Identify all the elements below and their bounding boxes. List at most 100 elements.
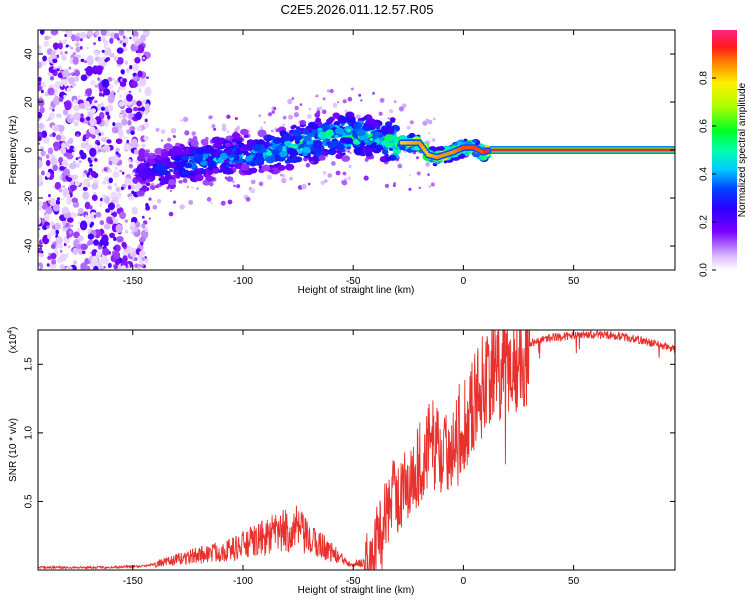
heatmap-cell bbox=[104, 196, 110, 204]
heatmap-cell bbox=[457, 141, 463, 146]
heatmap-cell bbox=[50, 252, 57, 260]
heatmap-cell bbox=[103, 167, 108, 172]
heatmap-cell bbox=[61, 160, 69, 168]
heatmap-cell bbox=[182, 178, 188, 184]
heatmap-cell bbox=[68, 45, 72, 48]
heatmap-cell bbox=[67, 217, 74, 223]
heatmap-cell bbox=[59, 249, 63, 253]
heatmap-cell bbox=[428, 119, 433, 125]
heatmap-cell bbox=[126, 245, 132, 252]
heatmap-cell bbox=[103, 258, 110, 265]
colorbar-ticks: 0.0 0.2 0.4 0.6 0.8 bbox=[699, 71, 716, 277]
heatmap-cell bbox=[116, 203, 121, 209]
heatmap-cell bbox=[142, 215, 145, 219]
heatmap-cell bbox=[175, 174, 181, 179]
heatmap-cell bbox=[57, 42, 63, 50]
heatmap-cell bbox=[168, 211, 174, 217]
heatmap-cell bbox=[49, 133, 53, 138]
heatmap-cell bbox=[190, 140, 199, 147]
heatmap-cell bbox=[182, 156, 188, 161]
heatmap-cell bbox=[384, 126, 395, 134]
heatmap-cell bbox=[109, 232, 116, 239]
heatmap-cell bbox=[59, 130, 64, 136]
heatmap-cell bbox=[235, 163, 242, 169]
heatmap-cell bbox=[155, 127, 160, 132]
heatmap-cell bbox=[125, 179, 133, 187]
heatmap-cell bbox=[83, 100, 90, 108]
heatmap-cell bbox=[327, 148, 337, 156]
heatmap-cell bbox=[108, 160, 113, 166]
heatmap-cell bbox=[72, 247, 79, 256]
heatmap-cell bbox=[213, 127, 217, 131]
heatmap-cell bbox=[90, 259, 96, 267]
heatmap-cell bbox=[105, 111, 110, 116]
heatmap-cell bbox=[115, 186, 120, 193]
heatmap-cell bbox=[51, 260, 57, 265]
heatmap-cell bbox=[100, 36, 106, 42]
heatmap-cell bbox=[234, 116, 238, 121]
heatmap-cell bbox=[119, 169, 123, 173]
heatmap-cell bbox=[292, 129, 302, 137]
heatmap-cell bbox=[75, 157, 79, 161]
heatmap-cell bbox=[75, 42, 80, 47]
heatmap-cell bbox=[149, 185, 156, 190]
heatmap-cell bbox=[38, 159, 43, 169]
heatmap-cell bbox=[321, 109, 327, 115]
heatmap-cell bbox=[348, 164, 352, 169]
heatmap-cell bbox=[408, 132, 416, 139]
heatmap-cell bbox=[61, 142, 66, 149]
heatmap-cell bbox=[107, 104, 114, 112]
heatmap-cell bbox=[74, 69, 81, 77]
heatmap-cell bbox=[74, 180, 80, 187]
heatmap-cell bbox=[227, 199, 233, 205]
snr-y-axis-label: SNR (10 * v/v) bbox=[8, 418, 19, 482]
heatmap-cell bbox=[129, 65, 133, 70]
heatmap-cell bbox=[249, 167, 258, 174]
heatmap-cell bbox=[122, 86, 126, 91]
heatmap-cell bbox=[126, 129, 131, 135]
heatmap-cell bbox=[343, 137, 354, 145]
heatmap-cell bbox=[76, 243, 82, 249]
heatmap-cell bbox=[106, 139, 112, 144]
heatmap-cell bbox=[379, 97, 385, 103]
heatmap-cell bbox=[307, 182, 311, 186]
heatmap-cell bbox=[67, 245, 71, 249]
heatmap-cell bbox=[50, 157, 58, 166]
heatmap-cell bbox=[105, 57, 111, 61]
heatmap-cell bbox=[48, 193, 51, 198]
heatmap-cell bbox=[393, 182, 397, 186]
heatmap-cell bbox=[102, 180, 107, 185]
heatmap-cell bbox=[105, 208, 111, 213]
heatmap-cell bbox=[223, 167, 234, 175]
heatmap-cell bbox=[79, 182, 83, 186]
heatmap-cell bbox=[90, 108, 96, 114]
heatmap-cell bbox=[327, 173, 333, 178]
heatmap-cell bbox=[131, 251, 136, 258]
heatmap-cell bbox=[82, 186, 88, 192]
heatmap-cell bbox=[199, 167, 205, 172]
heatmap-cell bbox=[280, 173, 283, 177]
heatmap-cell bbox=[77, 95, 81, 100]
heatmap-cell bbox=[329, 88, 334, 94]
heatmap-cell bbox=[103, 39, 109, 47]
heatmap-cell bbox=[80, 262, 88, 270]
heatmap-cell bbox=[236, 140, 242, 145]
heatmap-cell bbox=[69, 181, 74, 185]
heatmap-cell bbox=[86, 217, 91, 220]
heatmap-cell bbox=[62, 185, 66, 189]
heatmap-cell bbox=[56, 68, 60, 72]
heatmap-cell bbox=[190, 155, 195, 160]
heatmap-cell bbox=[281, 178, 287, 184]
heatmap-cell bbox=[78, 160, 82, 164]
heatmap-cell bbox=[145, 162, 150, 167]
heatmap-cell bbox=[107, 185, 112, 190]
heatmap-cell bbox=[131, 45, 139, 52]
colorbar-bar bbox=[712, 30, 737, 270]
heatmap-cell bbox=[387, 117, 390, 120]
heatmap-cell bbox=[358, 93, 362, 97]
heatmap-cell bbox=[188, 199, 194, 205]
heatmap-cell bbox=[313, 147, 321, 154]
heatmap-cell bbox=[145, 205, 151, 211]
heatmap-cell bbox=[124, 219, 128, 223]
heatmap-cell bbox=[342, 171, 347, 176]
